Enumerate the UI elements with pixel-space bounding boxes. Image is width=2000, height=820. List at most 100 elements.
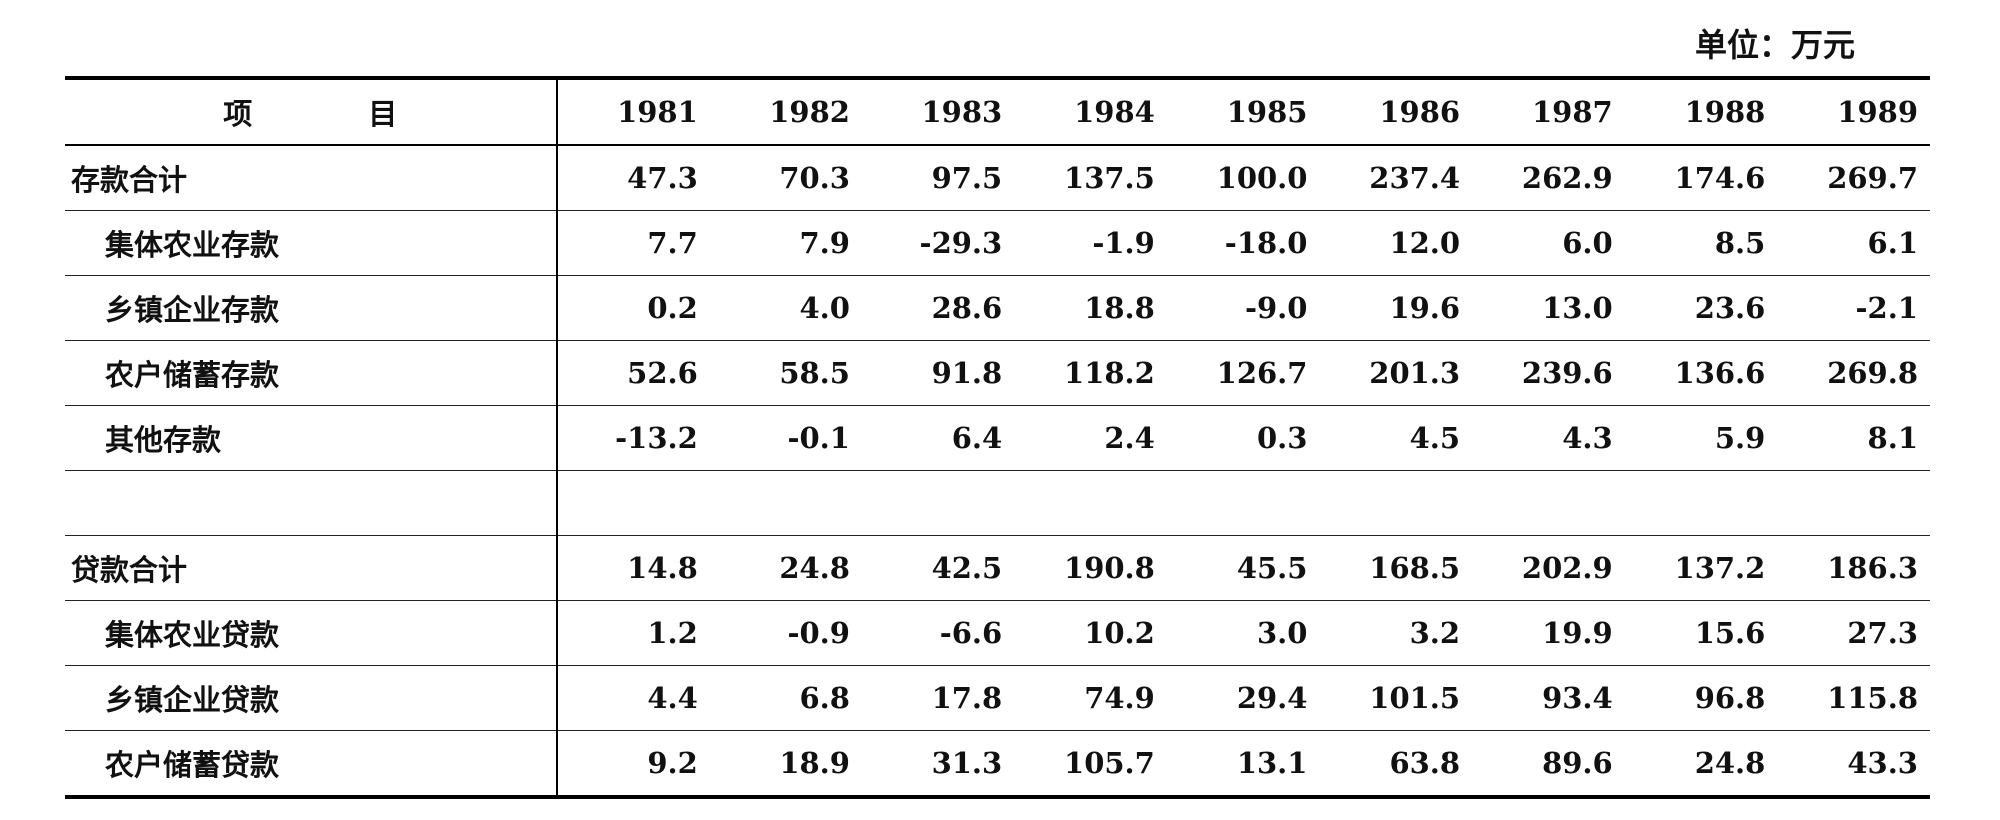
value-cell: 100.0 [1166, 145, 1320, 211]
year-header: 1989 [1777, 78, 1930, 146]
value-cell: 97.5 [861, 145, 1015, 211]
value-cell: -29.3 [861, 210, 1015, 276]
value-cell: 89.6 [1542, 746, 1613, 780]
value-cell: 7.9 [709, 210, 862, 276]
value-cell: 0.2 [556, 275, 710, 341]
value-cell: 15.6 [1624, 600, 1778, 666]
value-cell: 8.1 [1777, 405, 1930, 471]
table-row: 乡镇企业存款 0.2 4.0 28.6 18.8 -9.0 19.6 13.0 23.6 -2.1 [65, 275, 1930, 341]
year-header: 1982 [709, 78, 862, 146]
value-cell: 239.6 [1472, 340, 1625, 406]
empty-cell [1014, 470, 1167, 536]
empty-cell [1777, 470, 1930, 536]
value-cell: 42.5 [861, 535, 1015, 601]
value-cell: 29.4 [1166, 665, 1320, 731]
value-cell: 23.6 [1624, 275, 1778, 341]
value-cell: 12.0 [1319, 210, 1473, 276]
value-cell: 0.3 [1166, 405, 1320, 471]
row-label: 存款合计 [65, 145, 558, 211]
row-label: 集体农业贷款 [65, 600, 558, 666]
table-row: 集体农业存款 7.7 7.9 -29.3 -1.9 -18.0 12.0 6.0 8.5 6.1 [65, 210, 1930, 276]
value-cell: 262.9 [1472, 145, 1625, 211]
value-cell: 269.8 [1777, 340, 1930, 406]
value-cell: 4.0 [709, 275, 862, 341]
year-header: 1988 [1624, 78, 1778, 146]
value-cell: 190.8 [1014, 535, 1167, 601]
value-cell: 24.8 [709, 535, 862, 601]
row-label: 其他存款 [65, 405, 558, 471]
value-cell: 45.5 [1166, 535, 1320, 601]
value-cell: 18.9 [779, 746, 850, 780]
empty-cell [709, 470, 862, 536]
empty-cell [556, 470, 710, 536]
year-header: 1981 [556, 78, 710, 146]
empty-cell [1472, 470, 1625, 536]
value-cell: 9.2 [647, 746, 698, 780]
table-row: 乡镇企业贷款 4.4 6.8 17.8 74.9 29.4 101.5 93.4 96.8 115… [65, 665, 1930, 731]
row-label: 农户储蓄存款 [65, 340, 558, 406]
row-label: 集体农业存款 [65, 210, 558, 276]
value-cell: 4.3 [1472, 405, 1625, 471]
value-cell: 269.7 [1777, 145, 1930, 211]
value-cell: 17.8 [861, 665, 1015, 731]
row-label: 贷款合计 [65, 535, 558, 601]
value-cell: -0.1 [709, 405, 862, 471]
value-cell: 24.8 [1694, 746, 1766, 780]
spacer-row [65, 470, 1930, 536]
value-cell: 31.3 [931, 746, 1003, 780]
empty-cell [65, 470, 558, 536]
empty-cell [1166, 470, 1320, 536]
value-cell: -13.2 [556, 405, 710, 471]
table-row: 其他存款 -13.2 -0.1 6.4 2.4 0.3 4.5 4.3 5.9 8.1 [65, 405, 1930, 471]
value-cell: 1.2 [556, 600, 710, 666]
year-header: 1984 [1014, 78, 1167, 146]
header-row: 项 目 1981 1982 1983 1984 1985 1986 1987 1988 1989 [65, 78, 1930, 146]
row-label: 乡镇企业贷款 [65, 665, 558, 731]
value-cell: 6.8 [709, 665, 862, 731]
value-cell: 4.4 [556, 665, 710, 731]
value-cell: 47.3 [556, 145, 710, 211]
year-header: 1987 [1472, 78, 1625, 146]
value-cell: 27.3 [1777, 600, 1930, 666]
value-cell: 91.8 [861, 340, 1015, 406]
unit-label: 单位：万元 [1694, 26, 1855, 64]
value-cell: 10.2 [1014, 600, 1167, 666]
value-cell: 7.7 [556, 210, 710, 276]
value-cell: -1.9 [1014, 210, 1167, 276]
value-cell: 13.1 [1236, 746, 1308, 780]
value-cell: -18.0 [1166, 210, 1320, 276]
value-cell: 186.3 [1777, 535, 1930, 601]
value-cell: 52.6 [556, 340, 710, 406]
value-cell: 126.7 [1166, 340, 1320, 406]
value-cell: 6.4 [861, 405, 1015, 471]
value-cell: 115.8 [1777, 665, 1930, 731]
table-row: 集体农业贷款 1.2 -0.9 -6.6 10.2 3.0 3.2 19.9 15.6 27.3 [65, 600, 1930, 666]
value-cell: 101.5 [1319, 665, 1473, 731]
value-cell: 3.0 [1166, 600, 1320, 666]
value-cell: 93.4 [1472, 665, 1625, 731]
value-cell: 105.7 [1064, 746, 1155, 780]
table-row: 农户储蓄存款 52.6 58.5 91.8 118.2 126.7 201.3 239.6 13… [65, 340, 1930, 406]
value-cell: 3.2 [1319, 600, 1473, 666]
value-cell: 168.5 [1319, 535, 1473, 601]
empty-cell [1319, 470, 1473, 536]
year-header: 1983 [861, 78, 1015, 146]
data-table: 项 目 1981 1982 1983 1984 1985 1986 1987 1988 1989 … [65, 76, 1930, 799]
row-label: 乡镇企业存款 [65, 275, 558, 341]
value-cell: 74.9 [1014, 665, 1167, 731]
row-label: 农户储蓄贷款 [65, 730, 558, 797]
value-cell: 137.2 [1624, 535, 1778, 601]
year-header: 1985 [1166, 78, 1320, 146]
value-cell: 96.8 [1624, 665, 1778, 731]
value-cell: 19.9 [1472, 600, 1625, 666]
value-cell: 63.8 [1389, 746, 1461, 780]
value-cell: 6.0 [1472, 210, 1625, 276]
value-cell: 4.5 [1319, 405, 1473, 471]
value-cell: 201.3 [1319, 340, 1473, 406]
value-cell: 136.6 [1624, 340, 1778, 406]
value-cell: -2.1 [1777, 275, 1930, 341]
value-cell: 58.5 [709, 340, 862, 406]
value-cell: 202.9 [1472, 535, 1625, 601]
table-row: 农户储蓄贷款 9.2 18.9 31.3 105.7 13.1 63.8 89.6 24.8 43… [65, 730, 1930, 797]
